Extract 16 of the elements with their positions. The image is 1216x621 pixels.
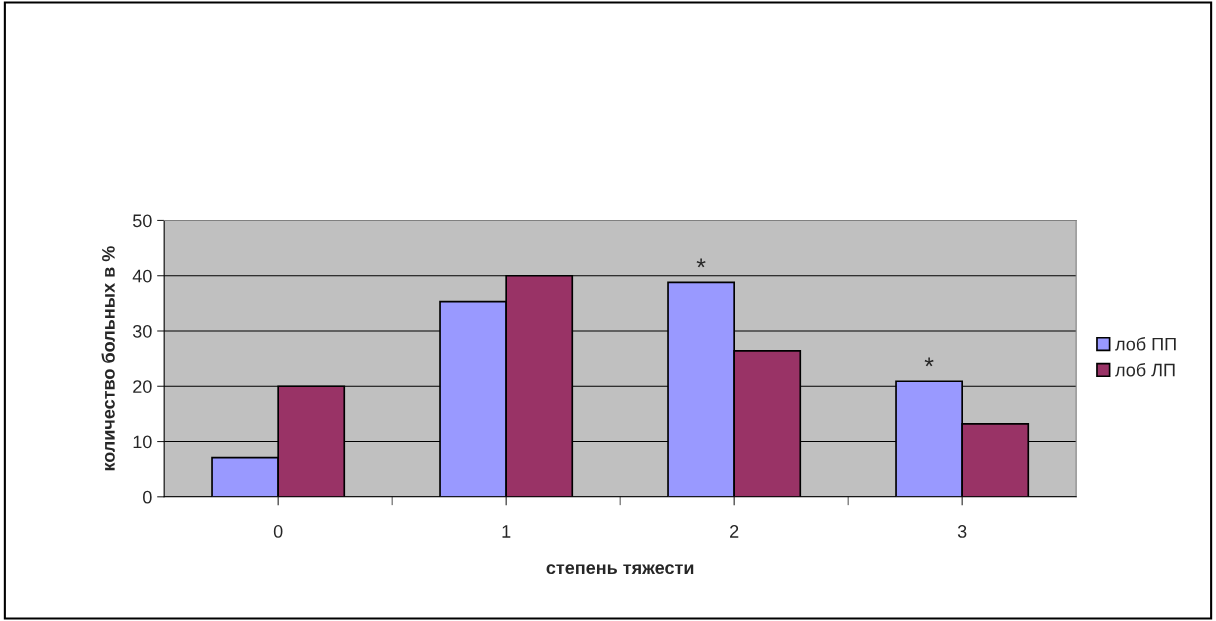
x-tick-label: 2: [730, 525, 739, 538]
x-tick-label: 0: [273, 525, 283, 538]
y-tick-label: 20: [133, 380, 152, 393]
x-tick-label: 3: [957, 525, 967, 538]
annotation: *: [924, 357, 934, 367]
y-axis-title: количество больных в %: [101, 246, 115, 471]
y-tick-label: 10: [133, 435, 152, 449]
legend-label: лоб ЛП: [1115, 362, 1175, 377]
x-tick-label: 1: [502, 525, 511, 538]
y-tick-label: 0: [143, 490, 152, 504]
y-tick-label: 40: [132, 269, 152, 283]
legend-label: лоб ПП: [1115, 337, 1176, 351]
y-tick-label: 30: [132, 324, 152, 338]
x-axis-title: степень тяжести: [546, 564, 694, 575]
annotation: *: [696, 258, 706, 268]
y-tick-label: 50: [133, 214, 152, 228]
